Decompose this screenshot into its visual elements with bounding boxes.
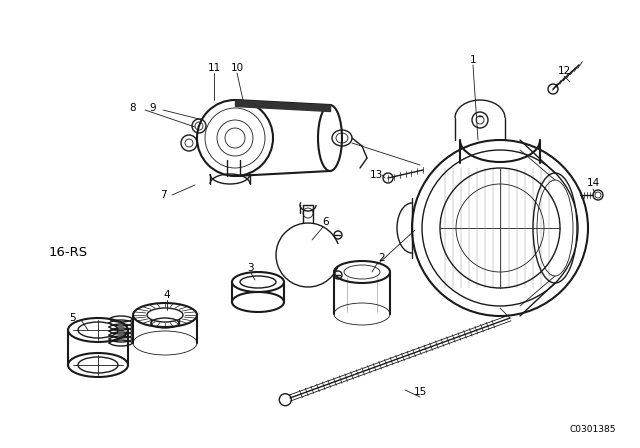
Text: 1: 1 [470, 55, 476, 65]
Text: 16-RS: 16-RS [49, 246, 88, 259]
Text: 12: 12 [557, 66, 571, 76]
Text: 9: 9 [150, 103, 156, 113]
Text: 15: 15 [413, 387, 427, 397]
Text: 6: 6 [323, 217, 330, 227]
Text: 4: 4 [164, 290, 170, 300]
Text: 7: 7 [160, 190, 166, 200]
Text: 2: 2 [379, 253, 385, 263]
Text: C0301385: C0301385 [570, 426, 616, 435]
Text: 13: 13 [369, 170, 383, 180]
Text: 14: 14 [586, 178, 600, 188]
Text: 11: 11 [207, 63, 221, 73]
Text: 5: 5 [70, 313, 76, 323]
Text: 3: 3 [246, 263, 253, 273]
Text: 8: 8 [130, 103, 136, 113]
Text: 10: 10 [230, 63, 244, 73]
